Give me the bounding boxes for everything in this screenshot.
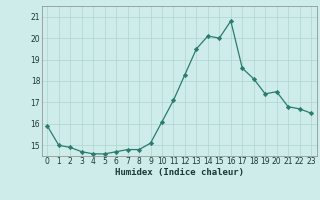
X-axis label: Humidex (Indice chaleur): Humidex (Indice chaleur): [115, 168, 244, 177]
